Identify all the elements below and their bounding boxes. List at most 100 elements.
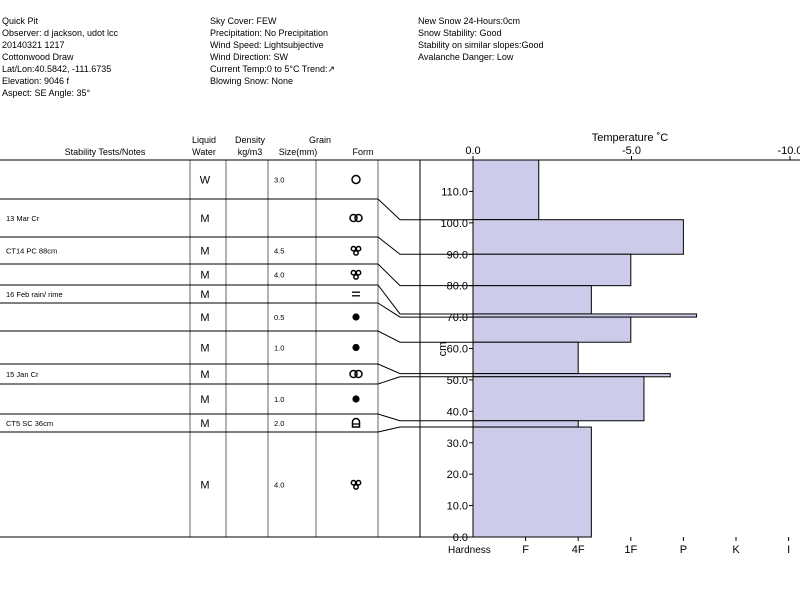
table-row: M 0.5	[0, 302, 378, 324]
density-header-2: kg/m3	[238, 147, 263, 157]
hardness-tick-label: 4F	[572, 544, 585, 556]
rounded-grain-icon	[352, 395, 360, 403]
table-row: M 4.0	[0, 431, 378, 492]
chart-labels: Temperature ˚C cm Hardness	[437, 132, 668, 556]
liquid-water-value: M	[200, 270, 209, 282]
col2-line-3: Wind Direction: SW	[210, 52, 289, 62]
hardness-bar	[472, 253, 632, 287]
rounded-grain-icon	[352, 343, 360, 352]
melt-freeze-icon	[349, 213, 358, 223]
liquid-header-1: Liquid	[192, 135, 216, 145]
table-row: W 3.0	[200, 174, 361, 187]
liquid-water-value: M	[200, 289, 209, 301]
weather-column: Sky Cover: FEW Precipitation: No Precipit…	[210, 15, 335, 87]
col3-line-0: New Snow 24-Hours:0cm	[418, 16, 521, 26]
table-headers: Stability Tests/Notes Liquid Water Densi…	[65, 135, 374, 157]
liquid-water-value: M	[200, 213, 209, 225]
table-row: M 1.0	[0, 330, 378, 355]
grain-size-value: 1.0	[274, 344, 284, 353]
y-tick-label: 60.0	[447, 344, 468, 356]
rounded-grain-icon	[351, 174, 361, 185]
grain-header-1: Grain	[309, 135, 331, 145]
hardness-tick-label: F	[522, 544, 529, 556]
faceted-round-icon	[351, 417, 361, 428]
liquid-water-value: M	[200, 418, 209, 430]
layer-table: W 3.0 13 Mar Cr M CT14 PC 88cm M 4.5 M 4.0 16 Feb…	[0, 159, 473, 538]
grain-size-value: 4.0	[274, 481, 284, 490]
col2-line-4: Current Temp:0 to 5°C Trend:↗	[210, 64, 336, 74]
hardness-bar	[472, 426, 592, 538]
layer-connector	[377, 263, 473, 287]
layer-note: 16 Feb rain/ rime	[6, 290, 63, 299]
y-tick-label: 90.0	[447, 249, 468, 261]
y-axis-label: cm	[437, 342, 449, 357]
table-row: M 1.0	[0, 383, 378, 406]
hardness-bar	[472, 420, 579, 428]
hardness-tick-label: K	[732, 544, 740, 556]
liquid-water-value: M	[200, 369, 209, 381]
clustered-rounds-icon	[353, 273, 359, 280]
grain-size-value: 3.0	[274, 176, 284, 185]
form-header: Form	[353, 147, 374, 157]
table-row: M 4.0	[0, 263, 378, 282]
pit-info-column: Quick Pit Observer: d jackson, udot lcc 20…	[2, 15, 118, 99]
col2-line-1: Precipitation: No Precipitation	[210, 28, 329, 38]
clustered-rounds-icon	[355, 269, 362, 276]
layer-connectors	[377, 198, 473, 433]
temp-tick-label: 0.0	[465, 145, 480, 157]
col1-line-6: Aspect: SE Angle: 35°	[2, 88, 91, 98]
col1-line-1: Observer: d jackson, udot lcc	[2, 28, 119, 38]
layer-note: CT14 PC 88cm	[6, 247, 57, 256]
y-tick-label: 70.0	[447, 312, 468, 324]
rounded-grain-icon	[352, 313, 360, 321]
x-axis-label: Hardness	[448, 545, 491, 556]
y-tick-label: 40.0	[447, 406, 468, 418]
col2-line-2: Wind Speed: Lightsubjective	[210, 40, 324, 50]
col3-line-3: Avalanche Danger: Low	[418, 52, 514, 62]
stability-column: New Snow 24-Hours:0cm Snow Stability: Goo…	[418, 15, 544, 63]
liquid-water-value: M	[200, 246, 209, 258]
hardness-tick-label: P	[680, 544, 687, 556]
layer-connector	[377, 236, 473, 255]
grain-size-value: 2.0	[274, 419, 284, 428]
y-tick-label: 100.0	[440, 218, 468, 230]
grain-size-value: 4.0	[274, 271, 284, 280]
notes-header: Stability Tests/Notes	[65, 147, 146, 157]
col2-line-0: Sky Cover: FEW	[210, 16, 277, 26]
liquid-water-value: M	[200, 343, 209, 355]
liquid-water-value: W	[200, 175, 211, 187]
chart-title: Temperature ˚C	[592, 132, 668, 144]
density-header-1: Density	[235, 135, 266, 145]
hardness-bar	[472, 316, 632, 343]
hardness-tick-label: I	[787, 544, 790, 556]
layer-connector	[377, 426, 473, 433]
chart-axes: 0.0 10.0 20.0 30.0 40.0 50.0 60.0 70.0 80.0 90.0 1…	[420, 145, 800, 556]
hardness-bar	[472, 285, 592, 315]
melt-freeze-icon	[354, 213, 363, 223]
hardness-bar	[472, 219, 684, 255]
col1-line-5: Elevation: 9046 f	[2, 76, 70, 86]
layer-note: CT5 SC 36cm	[6, 419, 53, 428]
y-tick-label: 20.0	[447, 469, 468, 481]
grain-size-value: 0.5	[274, 313, 284, 322]
grain-size-value: 1.0	[274, 395, 284, 404]
y-tick-label: 30.0	[447, 438, 468, 450]
layer-connector	[377, 284, 473, 315]
col3-line-2: Stability on similar slopes:Good	[418, 40, 544, 50]
melt-freeze-icon	[354, 369, 363, 379]
table-row: CT5 SC 36cm M 2.0	[0, 413, 378, 430]
temp-tick-label: -5.0	[622, 145, 641, 157]
y-tick-label: 110.0	[441, 186, 468, 198]
y-tick-label: 50.0	[447, 375, 468, 387]
clustered-rounds-icon	[355, 479, 362, 486]
temp-tick-label: -10.0	[777, 145, 800, 157]
layer-connector	[377, 198, 473, 221]
hardness-bar	[472, 376, 645, 422]
y-tick-label: 0.0	[453, 532, 468, 544]
col3-line-1: Snow Stability: Good	[418, 28, 502, 38]
clustered-rounds-icon	[353, 249, 359, 256]
table-row: 16 Feb rain/ rime M	[0, 284, 378, 301]
y-tick-label: 10.0	[447, 501, 468, 513]
layer-connector	[377, 302, 473, 318]
